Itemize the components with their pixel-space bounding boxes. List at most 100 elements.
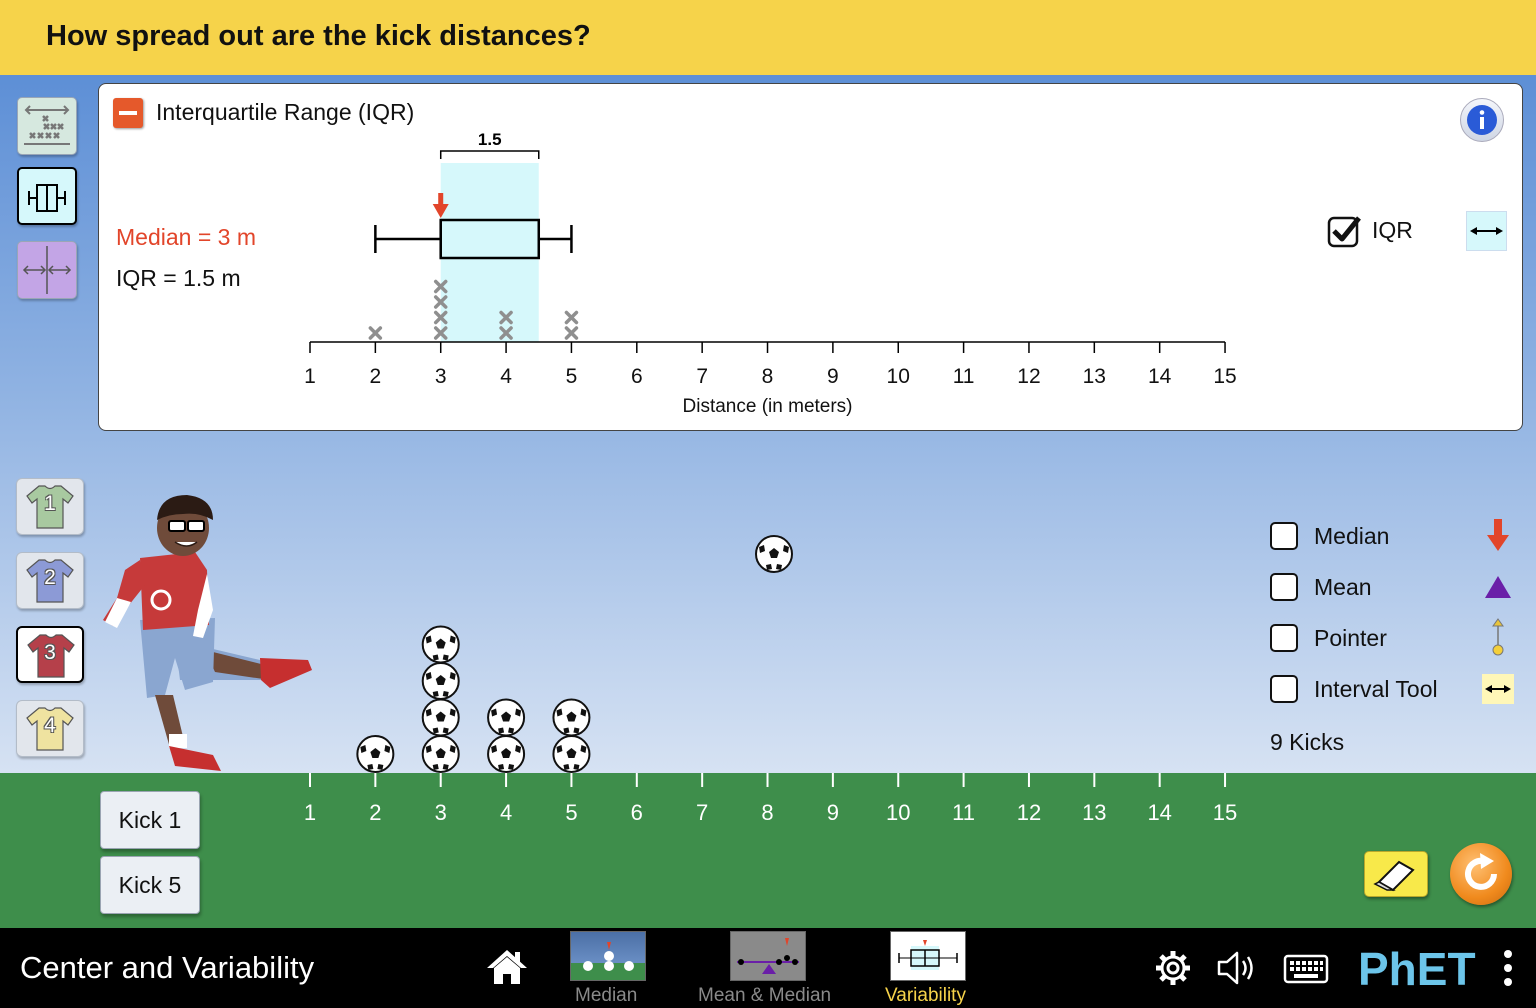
x-tick-label: 5 bbox=[566, 365, 578, 388]
pointer-icon bbox=[1492, 618, 1504, 656]
pointer-checkbox[interactable] bbox=[1270, 624, 1298, 652]
reset-all-button[interactable] bbox=[1450, 843, 1512, 905]
kick-1-button[interactable]: Kick 1 bbox=[100, 791, 200, 849]
soccer-field bbox=[0, 773, 1536, 928]
x-tick-label: 8 bbox=[762, 365, 774, 388]
soccer-ball-patch bbox=[449, 635, 456, 644]
soccer-ball-patch bbox=[425, 635, 432, 644]
tab-variability-thumbnail[interactable] bbox=[890, 931, 966, 981]
field-tick-label: 2 bbox=[369, 800, 381, 825]
field-tick-label: 10 bbox=[886, 800, 910, 825]
eraser-button[interactable] bbox=[1364, 851, 1428, 897]
field-tick-label: 6 bbox=[631, 800, 643, 825]
mean-option[interactable]: Mean bbox=[1270, 570, 1372, 604]
soccer-ball-patch bbox=[556, 708, 563, 717]
variability-measure-range-button[interactable] bbox=[17, 97, 77, 155]
x-tick-label: 11 bbox=[953, 365, 975, 388]
x-axis-label: Distance (in meters) bbox=[683, 396, 853, 417]
x-tick-label: 6 bbox=[631, 365, 643, 388]
soccer-ball-patch bbox=[367, 764, 374, 770]
x-tick-label: 15 bbox=[1213, 365, 1236, 388]
audio-icon bbox=[1217, 951, 1253, 985]
field-tick-label: 13 bbox=[1082, 800, 1106, 825]
soccer-ball-patch bbox=[563, 764, 570, 770]
kicks-count: 9 Kicks bbox=[1270, 729, 1345, 755]
iqr-checkbox-label: IQR bbox=[1372, 217, 1413, 243]
field-tick-label: 5 bbox=[565, 800, 577, 825]
median-arrow-icon bbox=[1487, 519, 1509, 551]
soccer-ball-patch bbox=[435, 711, 446, 722]
jersey-number: 2 bbox=[44, 566, 56, 589]
soccer-ball-patch bbox=[449, 708, 456, 717]
phet-menu-button[interactable] bbox=[1498, 946, 1518, 990]
tab-mean-median-label[interactable]: Mean & Median bbox=[698, 985, 832, 1006]
settings-icon bbox=[1156, 951, 1190, 985]
field-tick-label: 12 bbox=[1017, 800, 1041, 825]
tab-mean-median-thumbnail[interactable] bbox=[730, 931, 806, 981]
jersey-icon bbox=[26, 485, 74, 529]
soccer-ball-patch bbox=[501, 711, 512, 722]
interval-tool-option-label: Interval Tool bbox=[1314, 675, 1438, 702]
eraser-icon bbox=[1373, 860, 1415, 892]
soccer-ball-patch bbox=[432, 691, 439, 697]
median-arrow-shaft bbox=[438, 193, 444, 205]
kicker-3-button[interactable]: 3 bbox=[16, 626, 84, 683]
settings-button[interactable] bbox=[1153, 948, 1193, 988]
range-icon bbox=[24, 105, 70, 145]
jersey-shape bbox=[26, 559, 74, 603]
soccer-ball-patch bbox=[491, 745, 498, 753]
mean-option-label: Mean bbox=[1314, 573, 1372, 600]
jersey-shape bbox=[27, 634, 75, 678]
collapse-button[interactable] bbox=[113, 98, 143, 128]
info-icon bbox=[1467, 105, 1497, 135]
soccer-ball-patch bbox=[432, 654, 439, 661]
interval-tool-icon bbox=[1482, 674, 1514, 704]
soccer-ball bbox=[487, 698, 526, 737]
kick-5-button[interactable]: Kick 5 bbox=[100, 856, 200, 914]
info-button[interactable] bbox=[1460, 98, 1504, 142]
soccer-ball-patch bbox=[580, 708, 587, 717]
interval-tool-checkbox[interactable] bbox=[1270, 675, 1298, 703]
mean-median-screen-icon bbox=[737, 938, 799, 974]
tab-median-label[interactable]: Median bbox=[575, 985, 638, 1006]
median-arrow-head bbox=[432, 204, 449, 218]
tab-variability-label[interactable]: Variability bbox=[885, 985, 966, 1006]
x-tick-label: 4 bbox=[500, 365, 512, 388]
median-option[interactable]: Median bbox=[1270, 519, 1389, 553]
mean-checkbox[interactable] bbox=[1270, 573, 1298, 601]
field-tick-label: 3 bbox=[435, 800, 447, 825]
data-point-x-mark bbox=[433, 326, 448, 340]
variability-measure-mad-button[interactable] bbox=[17, 241, 77, 299]
keyboard-help-button[interactable] bbox=[1283, 950, 1329, 986]
variability-measure-iqr-button[interactable] bbox=[17, 167, 77, 225]
jersey-number: 3 bbox=[44, 641, 56, 664]
soccer-ball-patch bbox=[442, 764, 449, 770]
soccer-ball-patch bbox=[573, 727, 580, 734]
pointer-option[interactable]: Pointer bbox=[1270, 621, 1387, 655]
iqr-bracket-label: 1.5 bbox=[478, 130, 502, 149]
home-button[interactable] bbox=[484, 946, 530, 988]
data-point-x-mark bbox=[368, 326, 383, 340]
minus-icon bbox=[119, 111, 137, 115]
audio-button[interactable] bbox=[1215, 948, 1261, 988]
iqr-readout: IQR = 1.5 m bbox=[116, 265, 241, 291]
iqr-interval-swatch bbox=[1466, 211, 1507, 251]
median-screen-icon bbox=[583, 942, 634, 971]
data-point-x-mark bbox=[564, 326, 579, 340]
kicker-2-button[interactable]: 2 bbox=[16, 552, 84, 609]
data-point-x-mark bbox=[433, 279, 448, 294]
field-tick-label: 7 bbox=[696, 800, 708, 825]
soccer-ball-patch bbox=[563, 727, 570, 734]
median-checkbox[interactable] bbox=[1270, 522, 1298, 550]
tab-median-thumbnail[interactable] bbox=[570, 931, 646, 981]
question-title: How spread out are the kick distances? bbox=[46, 20, 591, 52]
jersey-shape bbox=[26, 707, 74, 751]
kicker-1-button[interactable]: 1 bbox=[16, 478, 84, 535]
interval-tool-option[interactable]: Interval Tool bbox=[1270, 672, 1438, 706]
iqr-checkbox[interactable] bbox=[1327, 214, 1361, 248]
soccer-player-illustration bbox=[103, 495, 312, 771]
kicker-4-button[interactable]: 4 bbox=[16, 700, 84, 757]
x-tick-label: 9 bbox=[827, 365, 839, 388]
soccer-ball-in-flight bbox=[753, 533, 795, 575]
